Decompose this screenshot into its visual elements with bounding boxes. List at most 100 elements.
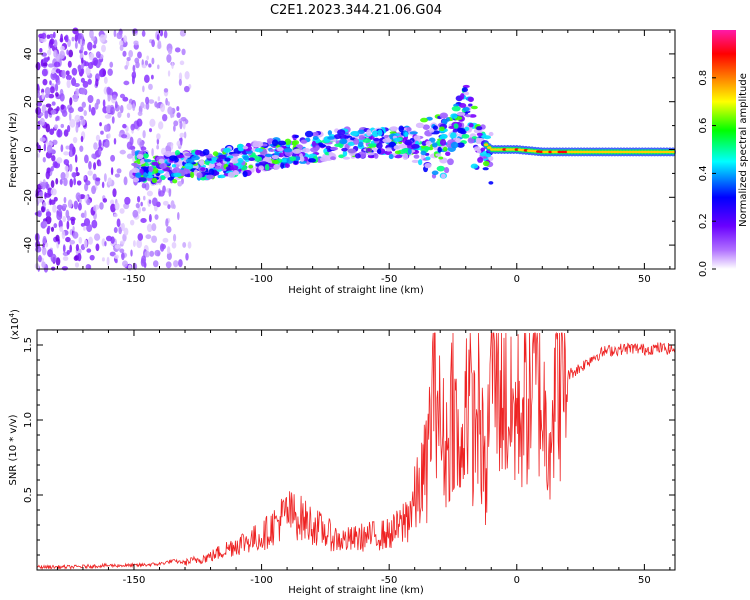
heatmap-blob — [176, 154, 185, 159]
heatmap-speckle — [72, 136, 78, 144]
heatmap-blob — [461, 87, 468, 93]
heatmap-speckle — [177, 211, 180, 221]
heatmap-speckle — [131, 148, 136, 156]
heatmap-band-core — [569, 150, 575, 154]
snr-y-ticks: 0.5 1.0 1.5 — [23, 337, 675, 556]
heatmap-band-core — [634, 150, 639, 154]
heatmap-speckle — [173, 124, 176, 132]
heatmap-speckle — [64, 165, 69, 172]
heatmap-blob — [231, 153, 240, 157]
heatmap-speckle — [95, 177, 101, 182]
heatmap-band-core — [594, 150, 599, 154]
heatmap-blob — [406, 127, 412, 132]
heatmap-speckle — [151, 223, 157, 232]
heatmap-blob — [393, 137, 402, 142]
heatmap-speckle — [135, 203, 140, 209]
heatmap-blob — [300, 139, 308, 144]
colorbar-tick-label: 0.6 — [698, 118, 709, 134]
heatmap-band-core — [615, 150, 621, 154]
heatmap-speckle — [173, 260, 179, 268]
heatmap-speckle — [44, 86, 51, 96]
heatmap-speckle — [63, 159, 70, 166]
heatmap-speckle — [84, 210, 87, 219]
heatmap-speckle — [156, 33, 160, 41]
heatmap-speckle — [168, 188, 172, 197]
heatmap-blob — [482, 160, 490, 167]
heatmap-speckle — [114, 202, 120, 211]
x-tick-label: -100 — [250, 575, 273, 586]
heatmap-band-core — [655, 150, 660, 154]
heatmap-speckle — [89, 254, 95, 261]
heatmap-speckle — [50, 71, 57, 81]
heatmap-speckle — [119, 40, 124, 47]
heatmap-blob — [476, 149, 482, 154]
heatmap-band-core — [585, 150, 590, 154]
heatmap-speckle — [118, 226, 122, 235]
heatmap-band-core — [664, 150, 670, 154]
heatmap-speckle — [145, 96, 150, 105]
heatmap-speckle — [160, 103, 165, 113]
heatmap-speckle — [68, 112, 72, 121]
heatmap-speckle — [41, 68, 48, 77]
heatmap-speckle — [146, 190, 153, 197]
heatmap-blob — [163, 173, 170, 178]
x-tick-label: -100 — [250, 274, 273, 285]
heatmap-speckle — [121, 252, 125, 261]
y-tick-label: 0.5 — [23, 487, 34, 503]
heatmap-speckle — [151, 148, 154, 157]
heatmap-blob — [135, 172, 142, 178]
heatmap-blob — [470, 163, 479, 169]
x-tick-label: -150 — [123, 274, 146, 285]
snr-scale-exponent: 4 — [8, 312, 16, 317]
heatmap-blob — [299, 160, 307, 164]
heatmap-blob — [467, 96, 474, 103]
heatmap-blob — [232, 170, 239, 175]
heatmap-band-core — [505, 148, 510, 151]
heatmap-speckle — [51, 69, 56, 74]
heatmap-speckle — [80, 118, 86, 126]
heatmap-blob — [462, 107, 470, 112]
heatmap-speckle — [55, 178, 59, 185]
heatmap-speckle — [136, 239, 143, 249]
heatmap-speckle — [62, 203, 68, 209]
heatmap-speckle — [77, 202, 82, 211]
heatmap-speckle — [77, 106, 84, 112]
heatmap-speckle — [110, 203, 116, 213]
y-tick-label: 40 — [23, 48, 34, 61]
heatmap-speckle — [39, 37, 43, 43]
heatmap-blob — [328, 151, 333, 156]
heatmap-blob — [171, 164, 177, 168]
heatmap-speckle — [95, 51, 101, 59]
heatmap-blob — [424, 162, 432, 169]
heatmap-speckle — [165, 261, 172, 269]
heatmap-speckle — [50, 253, 57, 263]
heatmap-blob — [148, 165, 154, 173]
x-tick-label: 50 — [638, 274, 651, 285]
heatmap-speckle — [65, 170, 69, 179]
heatmap-speckle — [49, 33, 54, 39]
heatmap-speckle — [163, 88, 169, 93]
heatmap-blob — [168, 155, 178, 161]
heatmap-speckle — [79, 145, 84, 152]
heatmap-speckle — [172, 204, 176, 210]
heatmap-blob — [283, 148, 293, 153]
heatmap-speckle — [46, 144, 53, 154]
heatmap-blob — [439, 112, 449, 119]
heatmap-blob — [347, 148, 356, 154]
heatmap-speckle — [99, 34, 106, 43]
heatmap-speckle — [44, 110, 49, 119]
heatmap-speckle — [162, 200, 169, 206]
heatmap-speckle — [42, 157, 46, 163]
heatmap-speckle — [95, 78, 99, 87]
heatmap-blob — [422, 124, 430, 130]
heatmap-band-core — [554, 150, 559, 154]
heatmap-speckle — [107, 133, 111, 139]
heatmap-speckle — [166, 246, 171, 255]
heatmap-band-core — [490, 148, 495, 151]
heatmap-speckle — [45, 123, 51, 133]
heatmap-blob — [132, 177, 140, 183]
heatmap-speckle — [74, 114, 81, 123]
heatmap-speckle — [148, 199, 152, 204]
heatmap-speckle — [174, 47, 181, 53]
heatmap-speckle — [110, 236, 115, 244]
